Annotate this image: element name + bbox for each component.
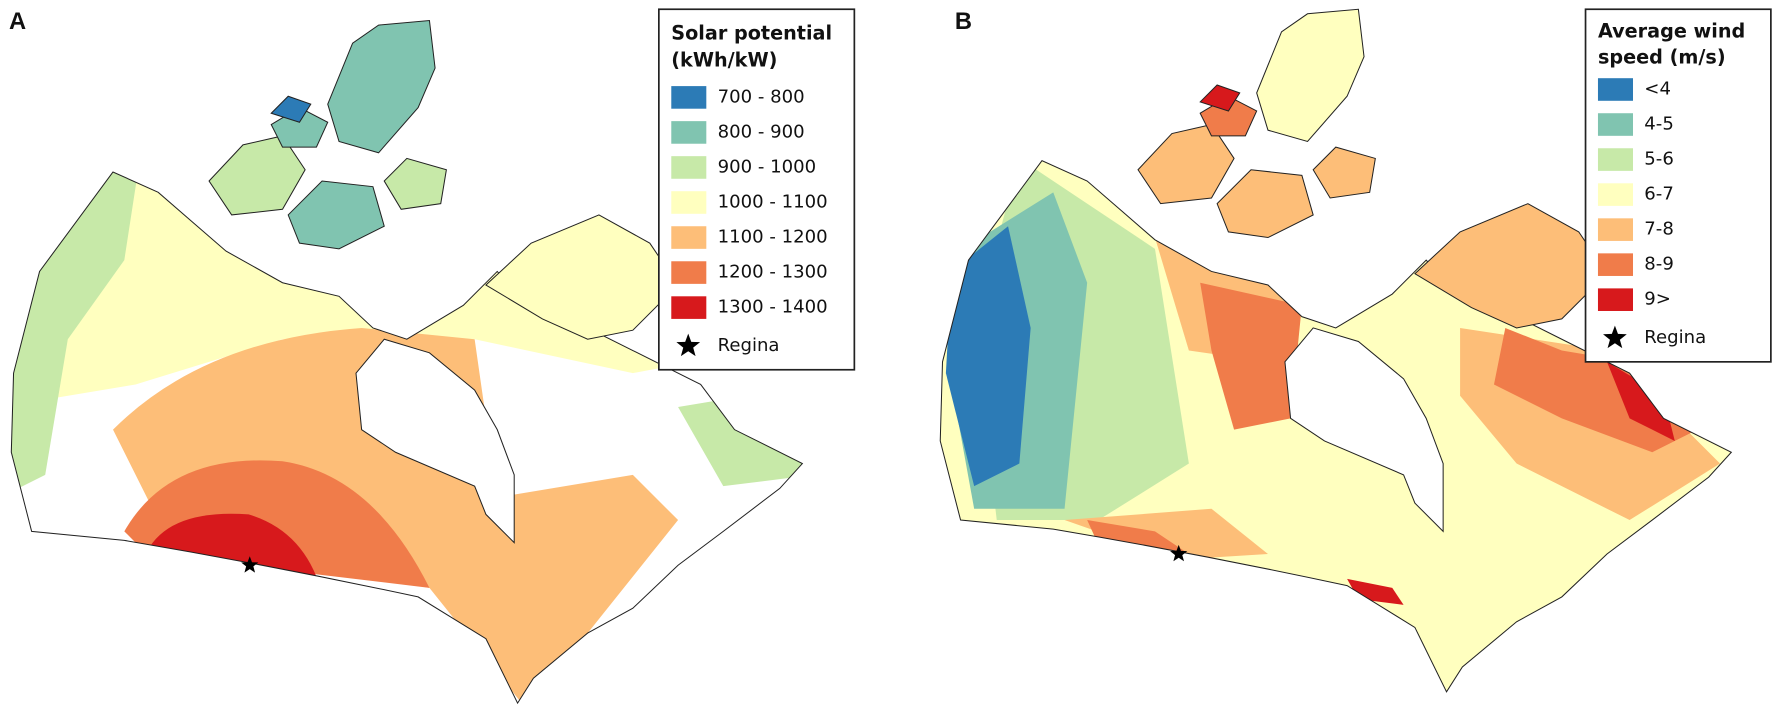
hudson-bay [355,338,515,544]
legend-title: speed (m/s) [1598,45,1726,68]
island [1312,146,1376,199]
legend: Solar potential (kWh/kW) 700 - 800 800 - 90… [658,8,856,371]
legend-swatch [1597,218,1633,241]
island [1199,84,1241,112]
legend-swatch [671,296,707,319]
legend-swatch [1597,113,1633,136]
legend-swatch [1597,183,1633,206]
legend-title: (kWh/kW) [671,49,777,72]
legend-swatch [671,121,707,144]
legend-swatch [1597,148,1633,171]
island [270,95,312,123]
map [10,20,804,705]
legend-label: 9> [1644,289,1671,310]
legend-swatch [671,86,707,109]
map-region [113,327,679,701]
legend-marker [1603,325,1627,349]
map-region [1064,508,1268,560]
legend-label: 1100 - 1200 [718,227,828,248]
legend-swatch [671,191,707,214]
legend-swatch [671,226,707,249]
mainland-outline [10,171,804,705]
hudson-bay [1284,327,1444,533]
legend-label: 700 - 800 [718,86,805,107]
legend-swatch [671,261,707,284]
island [1137,123,1235,205]
legend-swatch [671,156,707,179]
legend-label: 1000 - 1100 [718,192,828,213]
island [383,157,447,210]
island [327,20,436,154]
legend-label: 8-9 [1644,254,1674,275]
legend-label: Regina [1644,327,1706,348]
legend-label: Regina [718,335,780,356]
map-region [945,226,1031,487]
regina-marker [241,556,259,573]
legend-swatch [1597,253,1633,276]
map-region [1200,282,1302,430]
island [287,180,385,250]
legend-label: <4 [1644,78,1671,99]
panel-label: A [9,9,26,35]
island [1256,8,1365,143]
legend-label: 4-5 [1644,114,1674,135]
island [208,135,306,216]
legend-swatch [1597,288,1633,311]
legend-label: 800 - 900 [718,121,805,142]
legend-label: 5-6 [1644,149,1674,170]
map-region [1607,361,1675,441]
legend-label: 900 - 1000 [718,156,817,177]
legend-label: 1200 - 1300 [718,262,828,283]
mainland-outline [939,160,1733,693]
panel-label: B [955,9,972,35]
legend-marker [676,333,701,357]
legend-label: 7-8 [1644,219,1674,240]
legend-title: Solar potential [671,22,832,45]
regina-marker [1170,544,1188,562]
legend-label: 1300 - 1400 [718,297,828,318]
legend-swatch [1597,78,1633,101]
legend: Average wind speed (m/s) <4 4-5 5-6 6-7 7-8 8-9… [1584,8,1772,363]
legend-label: 6-7 [1644,184,1674,205]
legend-title: Average wind [1598,19,1745,42]
island [1216,169,1314,239]
